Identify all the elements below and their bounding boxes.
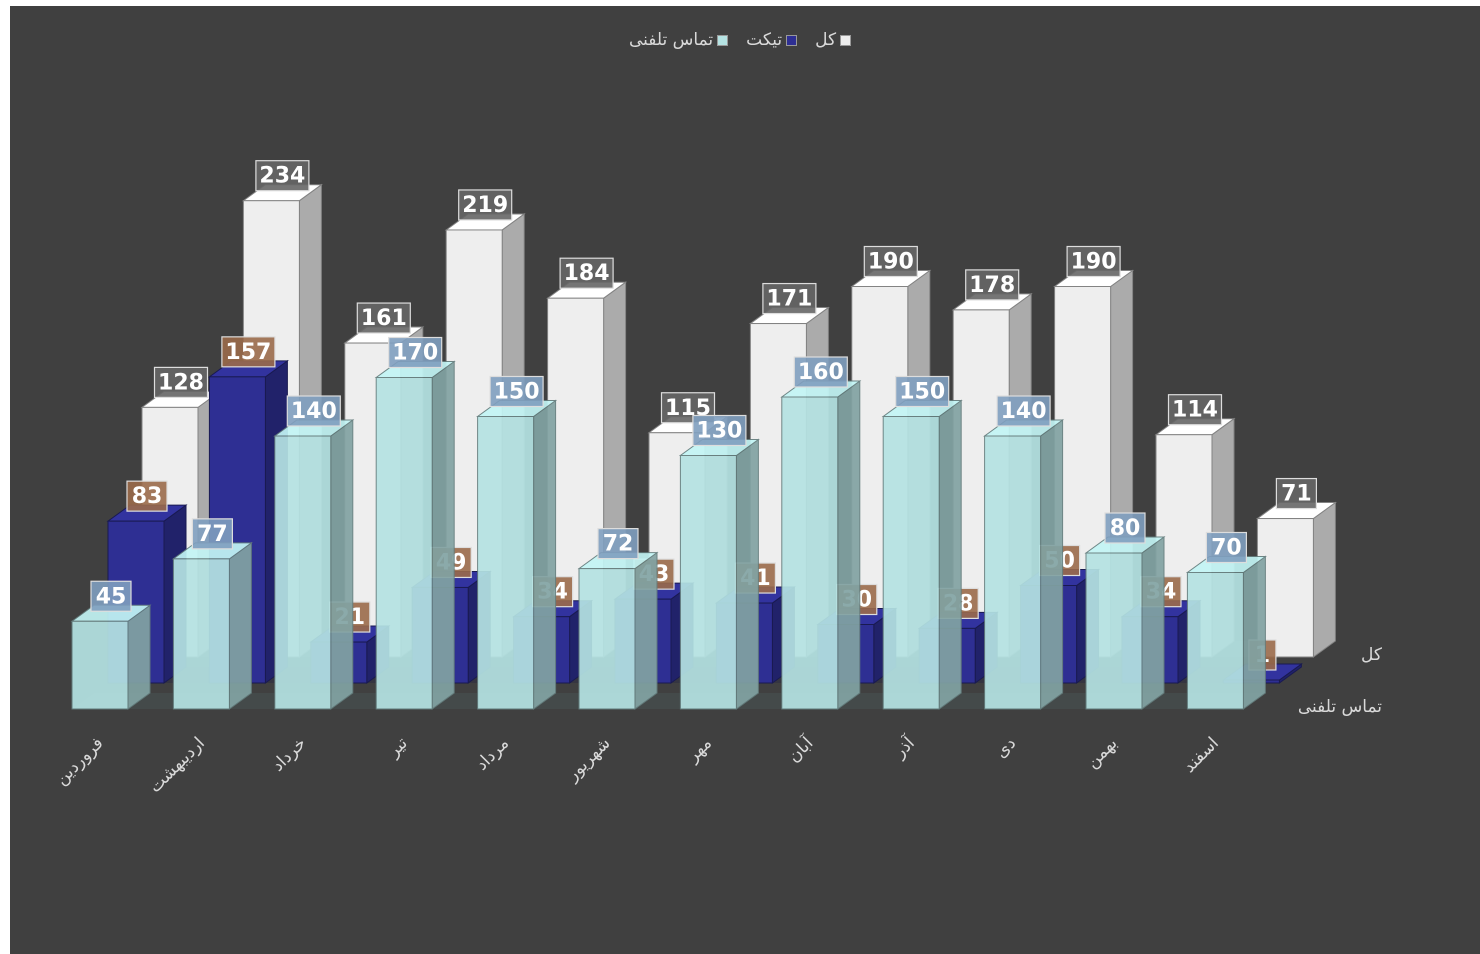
- bar-phone-10[interactable]: [983, 419, 1065, 710]
- data-label-text: 184: [564, 261, 610, 286]
- data-label-total-2: 234: [255, 160, 310, 192]
- legend-swatch-phone: [717, 34, 729, 46]
- data-label-phone-2: 77: [191, 518, 233, 550]
- chart-area: 128 234 161 219 184 115 171 190 178 190 114 71 83 157…: [10, 6, 1480, 954]
- data-label-text: 128: [158, 370, 204, 395]
- data-label-phone-7: 130: [692, 414, 747, 447]
- data-label-text: 83: [132, 484, 163, 509]
- bar-phone-1[interactable]: [70, 604, 152, 710]
- data-label-ticket-1: 83: [126, 480, 168, 512]
- category-label-1: فروردین: [52, 733, 108, 789]
- depth-label-total: کل: [1361, 645, 1383, 665]
- category-label-2: اردیبهشت: [145, 733, 209, 797]
- data-label-text: 178: [969, 273, 1015, 298]
- floor-phone: [72, 693, 1266, 709]
- category-label-9: آذر: [888, 731, 920, 763]
- legend-swatch-total: [840, 34, 852, 46]
- bar-phone-5[interactable]: [476, 399, 558, 710]
- data-label-ticket-2: 157: [221, 336, 276, 368]
- data-label-total-9: 178: [965, 269, 1020, 301]
- data-label-text: 234: [259, 164, 305, 189]
- data-label-text: 72: [603, 532, 634, 557]
- data-label-total-4: 219: [458, 189, 513, 221]
- data-label-phone-4: 170: [388, 336, 443, 369]
- category-label-12: اسفند: [1179, 733, 1223, 777]
- data-label-text: 161: [361, 306, 407, 331]
- data-label-phone-11: 80: [1104, 512, 1146, 544]
- data-label-phone-12: 70: [1205, 531, 1248, 564]
- bar-phone-3[interactable]: [273, 419, 355, 710]
- category-label-10: دی: [991, 733, 1020, 762]
- data-label-phone-6: 72: [597, 527, 639, 560]
- legend-entry-phone[interactable]: تماس تلفنی: [628, 30, 729, 50]
- data-label-total-12: 71: [1275, 477, 1318, 510]
- category-label-7: مهر: [682, 733, 715, 766]
- data-label-phone-9: 150: [895, 375, 950, 408]
- legend-swatch-ticket: [786, 34, 798, 46]
- data-label-text: 171: [766, 287, 812, 312]
- data-label-total-3: 161: [356, 302, 411, 334]
- bar-phone-6[interactable]: [577, 551, 659, 710]
- legend-entry-ticket[interactable]: تیکت: [746, 30, 798, 50]
- data-label-text: 140: [291, 399, 337, 424]
- category-label-4: تیر: [383, 733, 412, 762]
- plot-svg: 1282341612191841151711901781901147183157…: [52, 160, 1383, 797]
- category-label-11: بهمن: [1082, 733, 1121, 772]
- legend: کل تیکت تماس تلفنی: [0, 30, 1480, 50]
- data-label-total-7: 171: [762, 282, 817, 315]
- data-label-phone-10: 140: [996, 395, 1051, 427]
- bar-phone-4[interactable]: [374, 360, 456, 710]
- category-label-6: شهریور: [562, 733, 614, 785]
- bar-phone-7[interactable]: [678, 438, 760, 710]
- data-label-phone-1: 45: [90, 580, 132, 612]
- data-label-text: 219: [462, 193, 508, 218]
- data-label-text: 170: [392, 341, 438, 366]
- bar-phone-2[interactable]: [171, 541, 253, 710]
- data-label-total-8: 190: [863, 245, 918, 278]
- data-label-text: 114: [1172, 398, 1218, 423]
- category-label-8: آبان: [783, 731, 819, 767]
- legend-label-phone: تماس تلفنی: [628, 30, 714, 50]
- legend-label-ticket: تیکت: [746, 30, 783, 50]
- data-label-total-10: 190: [1066, 245, 1121, 278]
- legend-entry-total[interactable]: کل: [815, 30, 852, 50]
- category-label-5: مرداد: [472, 733, 513, 774]
- data-label-text: 77: [197, 522, 228, 547]
- legend-label-total: کل: [815, 30, 837, 50]
- data-label-text: 80: [1110, 516, 1141, 541]
- data-label-text: 157: [225, 340, 271, 365]
- data-label-total-11: 114: [1167, 394, 1223, 426]
- data-label-text: 130: [696, 419, 742, 444]
- category-label-3: خرداد: [268, 733, 310, 775]
- data-label-phone-8: 160: [793, 356, 848, 388]
- bar-total-12[interactable]: [1255, 501, 1337, 658]
- bar-phone-9[interactable]: [881, 399, 963, 710]
- data-label-total-5: 184: [559, 257, 614, 289]
- bar-phone-11[interactable]: [1084, 536, 1166, 710]
- data-label-text: 160: [798, 360, 844, 385]
- bar-phone-8[interactable]: [780, 380, 862, 710]
- data-label-text: 140: [1001, 399, 1047, 424]
- bar-phone-12[interactable]: [1185, 555, 1267, 710]
- data-label-phone-5: 150: [489, 375, 544, 408]
- depth-label-phone: تماس تلفنی: [1298, 697, 1382, 717]
- data-label-text: 45: [96, 584, 127, 609]
- data-label-text: 71: [1281, 482, 1312, 507]
- data-label-text: 150: [899, 380, 945, 405]
- data-label-text: 70: [1211, 536, 1242, 561]
- data-label-phone-3: 140: [286, 395, 341, 427]
- data-label-text: 190: [868, 250, 914, 275]
- data-label-text: 190: [1071, 250, 1117, 275]
- data-label-total-1: 128: [153, 366, 209, 398]
- data-label-text: 150: [494, 380, 540, 405]
